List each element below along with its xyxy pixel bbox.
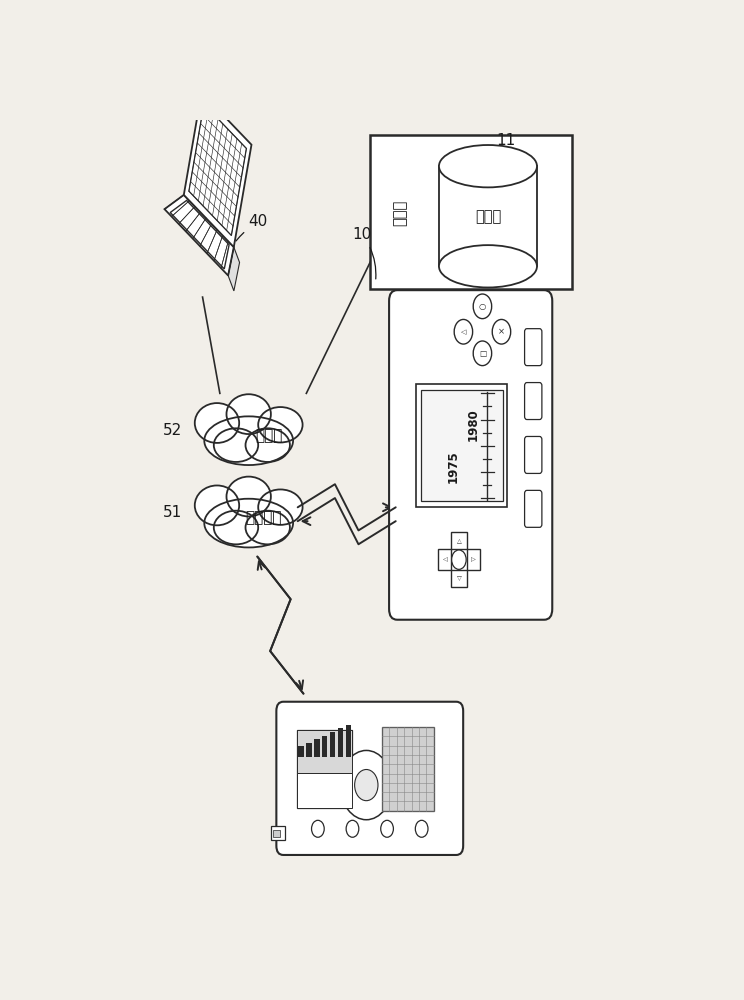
Circle shape — [415, 820, 428, 837]
Bar — [438, 549, 451, 570]
Bar — [417, 384, 507, 507]
Text: ▽: ▽ — [457, 576, 461, 581]
Ellipse shape — [205, 416, 293, 465]
FancyBboxPatch shape — [525, 329, 542, 366]
Ellipse shape — [214, 428, 258, 462]
Ellipse shape — [439, 245, 537, 287]
FancyBboxPatch shape — [525, 490, 542, 527]
Bar — [297, 730, 353, 773]
Ellipse shape — [258, 489, 303, 525]
FancyBboxPatch shape — [276, 702, 464, 855]
Bar — [467, 549, 480, 570]
Text: 服务器: 服务器 — [392, 199, 407, 226]
Bar — [271, 826, 285, 840]
Bar — [273, 830, 280, 837]
Ellipse shape — [226, 477, 271, 516]
Ellipse shape — [246, 511, 290, 544]
Text: 1975: 1975 — [446, 450, 459, 483]
Text: 51: 51 — [163, 505, 182, 520]
Text: △: △ — [457, 538, 461, 543]
Text: 无线网络: 无线网络 — [245, 511, 281, 526]
Bar — [322, 736, 327, 757]
Ellipse shape — [205, 499, 293, 547]
Text: ○: ○ — [479, 302, 486, 311]
Bar — [451, 532, 467, 549]
Text: 10: 10 — [353, 227, 376, 279]
FancyBboxPatch shape — [389, 290, 552, 620]
Text: ▷: ▷ — [471, 557, 475, 562]
Circle shape — [346, 820, 359, 837]
Text: 40: 40 — [236, 214, 268, 241]
FancyBboxPatch shape — [525, 436, 542, 473]
Bar — [297, 773, 353, 808]
Bar — [370, 135, 571, 289]
Circle shape — [452, 550, 466, 569]
Bar — [382, 727, 434, 811]
Circle shape — [355, 769, 378, 801]
Text: □: □ — [479, 349, 486, 358]
Circle shape — [381, 820, 394, 837]
Bar — [298, 746, 304, 757]
Ellipse shape — [226, 394, 271, 434]
Bar — [307, 743, 312, 757]
Polygon shape — [164, 195, 234, 276]
Text: ✕: ✕ — [456, 557, 462, 563]
Text: ◁: ◁ — [461, 329, 466, 335]
Ellipse shape — [439, 145, 537, 187]
Ellipse shape — [195, 403, 239, 443]
FancyBboxPatch shape — [525, 383, 542, 420]
Bar — [297, 730, 353, 808]
Text: 30: 30 — [402, 371, 421, 421]
Ellipse shape — [258, 407, 303, 442]
Circle shape — [454, 319, 472, 344]
Bar — [330, 732, 336, 757]
Ellipse shape — [195, 485, 239, 525]
Ellipse shape — [214, 511, 258, 544]
Text: ×: × — [498, 327, 505, 336]
Bar — [314, 739, 319, 757]
Polygon shape — [184, 93, 251, 247]
Bar — [421, 390, 503, 501]
Text: 图特网: 图特网 — [255, 428, 283, 443]
Circle shape — [340, 750, 392, 820]
Polygon shape — [228, 247, 240, 291]
Text: ◁: ◁ — [442, 557, 447, 562]
Bar — [451, 570, 467, 587]
Circle shape — [473, 341, 492, 366]
Text: 52: 52 — [163, 423, 182, 438]
Bar — [338, 728, 343, 757]
Text: 1980: 1980 — [466, 408, 479, 441]
Ellipse shape — [246, 428, 290, 462]
Circle shape — [312, 820, 324, 837]
Circle shape — [493, 319, 510, 344]
Text: 11: 11 — [494, 133, 516, 160]
Circle shape — [473, 294, 492, 319]
Text: 20: 20 — [381, 710, 446, 731]
Bar — [346, 725, 351, 757]
Text: 数据库: 数据库 — [475, 209, 501, 224]
Bar — [439, 166, 537, 266]
